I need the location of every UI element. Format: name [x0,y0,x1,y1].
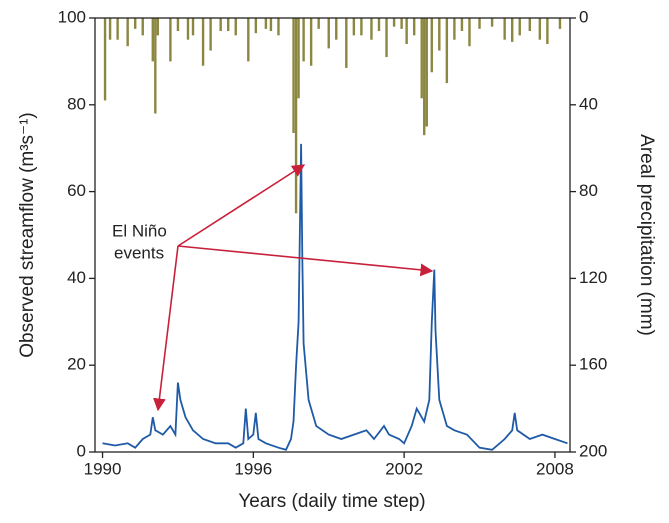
precip-bar [518,18,521,36]
y2-tick-label: 40 [579,94,598,113]
precip-bar [254,18,258,34]
y2-tick-label: 200 [579,441,607,460]
precip-bar [335,18,338,40]
precip-bar [453,18,456,40]
precip-bar [269,18,273,32]
y2-axis-label: Areal precipitation (mm) [636,134,657,336]
precip-bar [134,18,137,29]
annotation-arrows [153,164,434,412]
y-tick-label: 80 [67,94,86,113]
precip-bar [503,18,506,40]
precip-bar [538,18,542,40]
precip-bar [154,18,157,114]
precip-bar [297,18,300,99]
precip-bar [209,18,212,51]
precip-bar [392,18,396,27]
y2-tick-label: 0 [579,7,588,26]
precip-bar [234,18,237,36]
y-tick-label: 20 [67,355,86,374]
precip-bar [309,18,313,66]
precip-bar [352,18,356,36]
precip-bar [277,18,280,36]
precip-bar [201,18,205,66]
axes-frame [94,17,571,453]
precip-bar [370,18,373,40]
arrow [153,245,179,412]
precip-bar [292,18,295,134]
precip-bar [191,18,195,36]
precip-bar [156,18,160,36]
x-tick-label: 2008 [536,459,574,478]
precip-bar [302,18,305,62]
precip-bar [385,18,388,58]
arrow [177,245,434,277]
annotation: events [114,243,164,262]
precip-bar [141,18,144,36]
precip-bar [430,18,433,73]
precip-bar [151,18,155,62]
precip-bar [327,18,330,49]
precip-bar [478,18,481,29]
precip-bar [108,18,112,40]
precip-bar [103,18,107,101]
precip-bar [345,18,348,68]
precip-bar [412,18,416,36]
precip-bar [405,18,408,45]
y-axis-label: Observed streamflow (m³s⁻¹) [17,112,38,357]
precip-bar [445,18,449,84]
precip-bar [126,18,129,47]
precip-bar [186,18,190,40]
streamflow-line [102,143,568,451]
precip-bar [360,18,363,36]
precip-bar [219,18,222,32]
precip-bar [558,18,562,29]
precip-bar [490,18,494,27]
precip-bar [420,18,423,99]
precip-bar [294,18,298,214]
y-tick-label: 40 [67,268,86,287]
precip-bar [247,18,250,62]
precip-bar [438,18,441,51]
y2-tick-label: 80 [579,181,598,200]
precip-bar [116,18,119,40]
precip-bar [528,18,531,32]
x-axis-label: Years (daily time step) [238,491,425,512]
y-tick-label: 100 [58,7,86,26]
precip-bar [510,18,514,42]
x-tick-label: 1996 [234,459,272,478]
precip-bar [264,18,268,29]
precip-bar [468,18,471,47]
y-tick-label: 0 [77,441,86,460]
x-tick-label: 2002 [385,459,423,478]
precip-bar [400,18,403,29]
precip-bar [546,18,549,45]
y-tick-label: 60 [67,181,86,200]
y2-tick-label: 120 [579,268,607,287]
precip-bar [423,18,426,136]
precip-bar [227,18,230,32]
y2-tick-label: 160 [579,355,607,374]
precip-bar [377,18,381,32]
precip-bar [317,18,320,29]
precip-bar [176,18,180,32]
precip-bar [460,18,464,32]
annotation: El Niño [112,221,167,240]
precip-bar [169,18,172,62]
precip-bar [425,18,428,127]
arrow [177,164,306,247]
x-tick-label: 1990 [84,459,122,478]
plot-area [102,18,568,451]
